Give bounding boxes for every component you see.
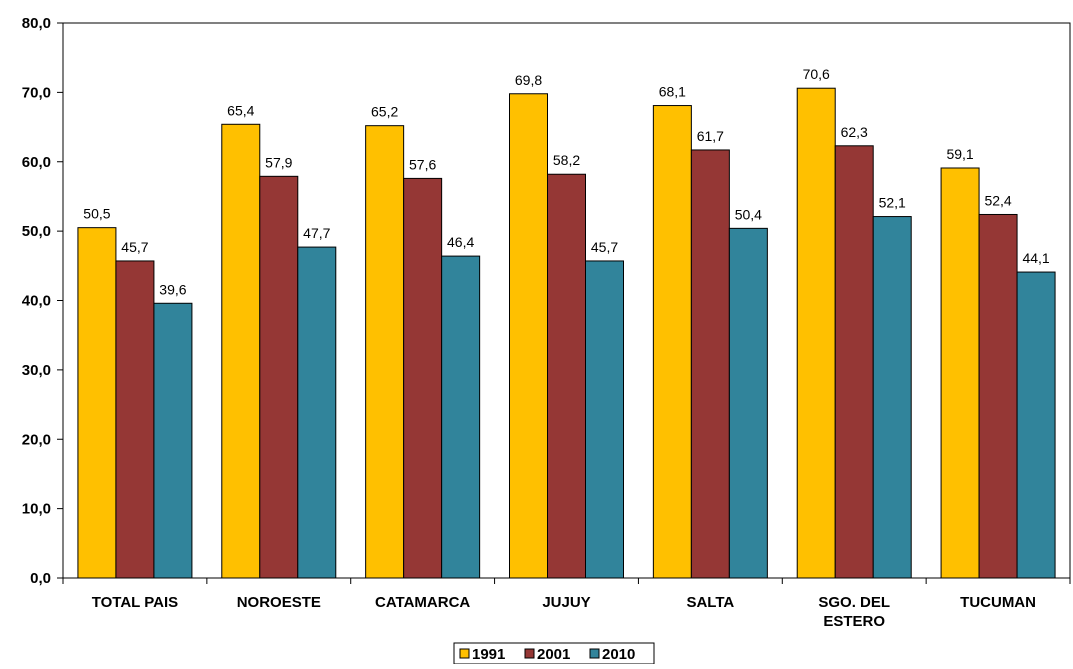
x-tick-label: SGO. DEL [818,594,890,611]
legend-swatch-1991 [459,648,470,659]
x-tick-label: TOTAL PAIS [92,594,178,611]
bar-2010 [728,227,768,579]
bar-2010 [441,255,481,579]
legend-label: 1991 [472,646,505,663]
bar-1991 [652,105,692,579]
y-tick-label: 0,0 [30,570,51,587]
plot-area: 0,0 10,0 20,0 30,0 40,0 50,0 60,0 70,0 80,0 50,5 4… [22,15,1071,630]
data-label: 50,4 [735,206,762,222]
x-tick-label: SALTA [686,594,734,611]
x-tick-label: JUJUY [542,594,590,611]
data-label: 57,9 [265,154,292,170]
y-tick-label: 10,0 [22,501,51,518]
bar-2001 [259,175,299,579]
y-tick-label: 60,0 [22,154,51,171]
bar-1991 [77,227,117,579]
x-tick-label: TUCUMAN [960,594,1036,611]
bar-2001 [978,213,1018,579]
bar-2001 [547,173,586,579]
bar-1991 [509,93,548,579]
bar-2001 [690,149,730,579]
data-label: 44,1 [1022,250,1049,266]
data-label: 57,6 [409,156,436,172]
bar-1991 [940,167,980,579]
data-label: 50,5 [83,206,110,222]
bar-2001 [115,260,155,579]
data-label: 46,4 [447,234,474,250]
data-label: 52,4 [984,192,1011,208]
data-label: 65,4 [227,102,254,118]
bar-2010 [872,216,912,579]
y-tick-label: 30,0 [22,362,51,379]
bar-1991 [221,123,261,579]
data-label: 69,8 [515,72,542,88]
bar-2001 [403,177,443,579]
y-tick-label: 20,0 [22,431,51,448]
x-tick-label: NOROESTE [237,594,321,611]
legend-label: 2010 [602,646,635,663]
y-tick-label: 40,0 [22,293,51,310]
bar-1991 [365,125,405,579]
y-tick-label: 50,0 [22,223,51,240]
data-label: 59,1 [946,146,973,162]
data-label: 45,7 [591,239,618,255]
bar-2010 [1016,271,1056,579]
data-label: 70,6 [803,66,830,82]
bar-2010 [297,246,337,579]
x-tick-label: ESTERO [823,613,885,630]
y-tick-label: 70,0 [22,84,51,101]
legend: 1991 2001 2010 [453,642,655,665]
legend-label: 2001 [537,646,570,663]
data-label: 61,7 [697,128,724,144]
data-label: 62,3 [841,124,868,140]
legend-swatch-2001 [524,648,535,659]
data-label: 39,6 [159,281,186,297]
legend-swatch-2010 [589,648,600,659]
data-label: 65,2 [371,104,398,120]
y-tick-label: 80,0 [22,15,51,32]
bar-1991 [796,87,836,579]
data-label: 45,7 [121,239,148,255]
data-label: 68,1 [659,84,686,100]
data-label: 58,2 [553,152,580,168]
bar-2001 [834,145,874,579]
data-label: 47,7 [303,225,330,241]
bar-2010 [585,260,624,579]
data-label: 52,1 [879,195,906,211]
x-tick-label: CATAMARCA [375,594,470,611]
bar-2010 [153,302,193,579]
